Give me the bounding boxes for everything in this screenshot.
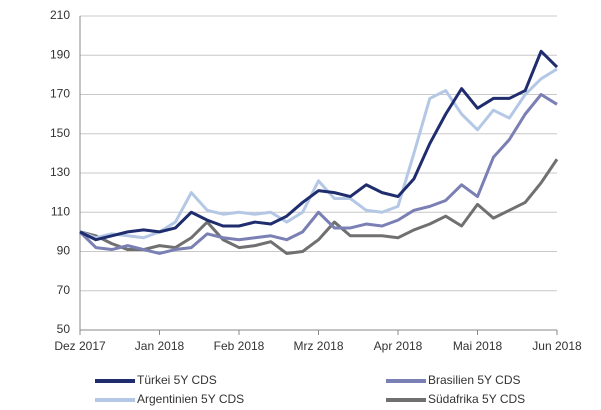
y-tick-label: 210 — [50, 8, 70, 22]
y-tick-label: 70 — [57, 283, 71, 297]
x-tick-label: Feb 2018 — [214, 339, 265, 353]
legend-label: Südafrika 5Y CDS — [428, 392, 525, 406]
x-tick-label: Mrz 2018 — [293, 339, 343, 353]
y-tick-label: 130 — [50, 165, 70, 179]
x-tick-label: Apr 2018 — [374, 339, 423, 353]
series-line — [79, 158, 559, 255]
y-tick-label: 190 — [50, 47, 70, 61]
x-tick-label: Jan 2018 — [135, 339, 185, 353]
y-tick-label: 110 — [51, 204, 70, 218]
legend-label: Türkei 5Y CDS — [137, 373, 217, 387]
y-tick-label: 150 — [50, 126, 70, 140]
x-tick-label: Jun 2018 — [532, 339, 582, 353]
y-tick-label: 50 — [57, 322, 71, 336]
x-tick-label: Dez 2017 — [54, 339, 106, 353]
legend-label: Brasilien 5Y CDS — [428, 373, 520, 387]
y-tick-label: 170 — [50, 87, 70, 101]
series-line — [79, 49, 559, 242]
series-line — [78, 93, 558, 255]
x-tick-label: Mai 2018 — [453, 339, 503, 353]
y-tick-label: 90 — [57, 244, 71, 258]
legend-label: Argentinien 5Y CDS — [137, 392, 244, 406]
